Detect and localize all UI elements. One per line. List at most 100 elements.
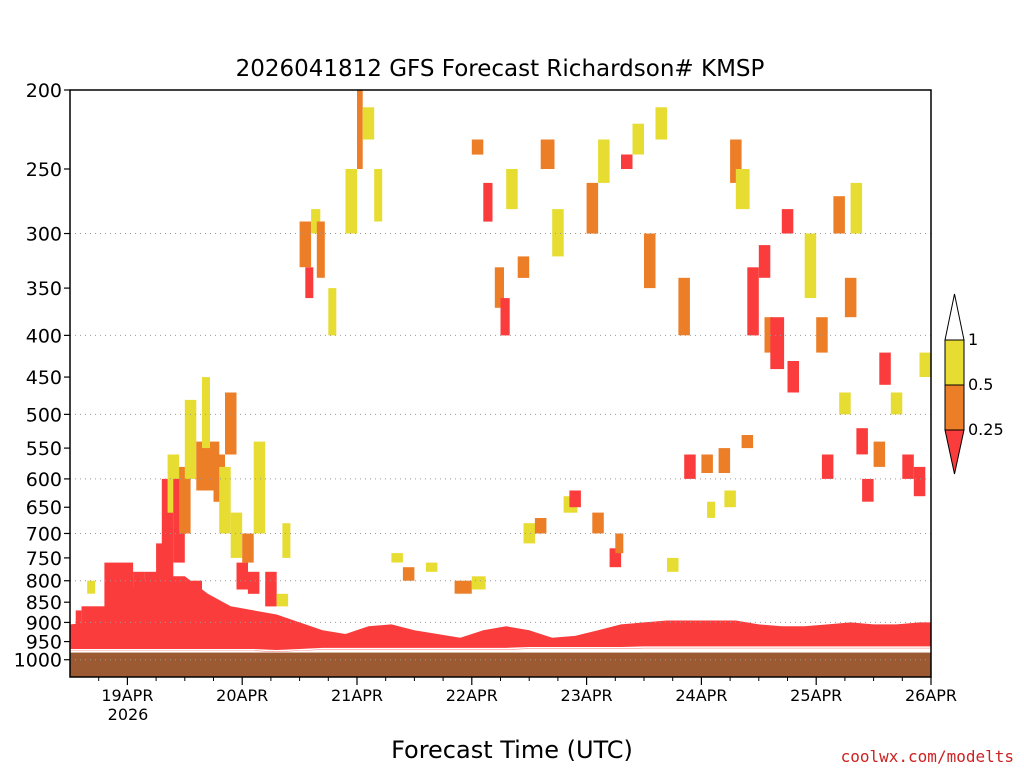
- data-cell: [265, 571, 277, 607]
- data-cell: [357, 90, 363, 169]
- data-cell: [230, 512, 243, 558]
- data-cell: [311, 209, 321, 234]
- data-cell: [299, 221, 312, 268]
- data-cell: [764, 317, 773, 353]
- data-cell: [506, 169, 518, 210]
- data-cell: [609, 548, 622, 568]
- data-cell: [225, 392, 237, 455]
- data-cell: [179, 466, 191, 534]
- colorbar-top-arrow: [944, 293, 965, 341]
- x-axis-label: Forecast Time (UTC): [391, 736, 633, 764]
- data-cell: [276, 593, 289, 607]
- data-cell: [913, 466, 926, 497]
- data-cell: [902, 454, 914, 479]
- x-tick-label: 24APR: [675, 686, 727, 705]
- data-cell: [873, 441, 886, 467]
- data-cell: [483, 182, 493, 222]
- x-tick-label: 21APR: [331, 686, 383, 705]
- surface-line: [70, 646, 931, 652]
- data-cell: [632, 123, 644, 155]
- boundary-layer: [70, 576, 931, 677]
- data-cell: [821, 454, 834, 479]
- y-tick-label: 850: [26, 592, 62, 614]
- colorbar-bin: [944, 339, 965, 386]
- data-cell: [844, 277, 857, 318]
- credit-link[interactable]: coolwx.com/modelts: [841, 747, 1014, 766]
- data-cell: [615, 533, 624, 554]
- data-cell: [242, 533, 254, 563]
- data-cell: [517, 256, 530, 278]
- data-cell: [839, 392, 851, 415]
- data-cell: [621, 154, 633, 169]
- data-cell: [316, 221, 325, 278]
- y-tick-label: 750: [26, 548, 62, 570]
- data-cell: [523, 523, 535, 544]
- x-year-label: 2026: [108, 705, 149, 724]
- data-cell: [161, 478, 174, 581]
- y-tick-label: 650: [26, 497, 62, 519]
- data-cell: [184, 399, 197, 479]
- data-cell: [500, 298, 510, 336]
- data-cell: [856, 428, 868, 455]
- x-tick-label: 26APR: [905, 686, 957, 705]
- x-tick-label: 25APR: [790, 686, 842, 705]
- y-tick-label: 700: [26, 524, 62, 546]
- data-cell: [305, 267, 314, 299]
- data-cell: [87, 580, 96, 594]
- data-cell: [730, 139, 742, 183]
- boundary-layer-band: [70, 576, 931, 652]
- data-cell: [919, 352, 931, 377]
- data-cell: [741, 435, 754, 449]
- data-cell: [735, 169, 750, 210]
- y-tick-label: 800: [26, 571, 62, 593]
- data-cell: [202, 377, 210, 449]
- colorbar-label: 0.25: [968, 420, 1004, 439]
- data-cell: [598, 139, 610, 183]
- y-tick-label: 500: [26, 404, 62, 426]
- colorbar-label: 1: [968, 330, 978, 349]
- y-tick-label: 400: [26, 325, 62, 347]
- data-cell: [219, 466, 231, 534]
- data-cell: [236, 562, 248, 590]
- data-cell: [425, 562, 438, 572]
- data-cell: [471, 139, 484, 155]
- data-cell: [402, 567, 415, 581]
- colorbar-label: 0.5: [968, 375, 993, 394]
- data-cell: [173, 478, 185, 563]
- data-cell: [552, 209, 564, 257]
- ground-layer: [70, 652, 931, 677]
- data-cell: [586, 182, 599, 234]
- x-axis: 19APR 20APR 21APR 22APR 23APR 24APR 25APR 26APR: [98, 677, 957, 705]
- data-cell: [328, 288, 337, 336]
- y-tick-label: 600: [26, 469, 62, 491]
- data-cell: [701, 454, 713, 473]
- data-cell: [816, 317, 828, 353]
- data-cell: [247, 571, 260, 594]
- y-tick-label: 200: [26, 80, 62, 102]
- data-cell: [362, 107, 375, 140]
- x-tick-label: 22APR: [446, 686, 498, 705]
- data-cell: [540, 139, 555, 169]
- data-cell: [282, 523, 291, 558]
- x-tick-label: 20APR: [216, 686, 268, 705]
- data-cell: [391, 553, 403, 563]
- data-cell: [644, 233, 656, 289]
- data-cell: [862, 478, 874, 502]
- colorbar-legend: 1 0.5 0.25: [944, 293, 1004, 475]
- data-cell: [684, 454, 696, 479]
- data-cell: [494, 267, 504, 308]
- data-cell: [718, 448, 731, 473]
- y-tick-label: 450: [26, 367, 62, 389]
- y-tick-label: 300: [26, 224, 62, 246]
- data-cell: [747, 267, 759, 336]
- data-cell: [569, 490, 581, 508]
- data-cell: [253, 441, 266, 534]
- y-tick-label: 1000: [14, 650, 62, 672]
- data-cell: [454, 580, 472, 594]
- y-tick-label: 900: [26, 612, 62, 634]
- x-tick-label: 23APR: [561, 686, 613, 705]
- data-cell: [471, 576, 486, 590]
- data-cell: [804, 233, 817, 298]
- data-cells: [75, 90, 931, 642]
